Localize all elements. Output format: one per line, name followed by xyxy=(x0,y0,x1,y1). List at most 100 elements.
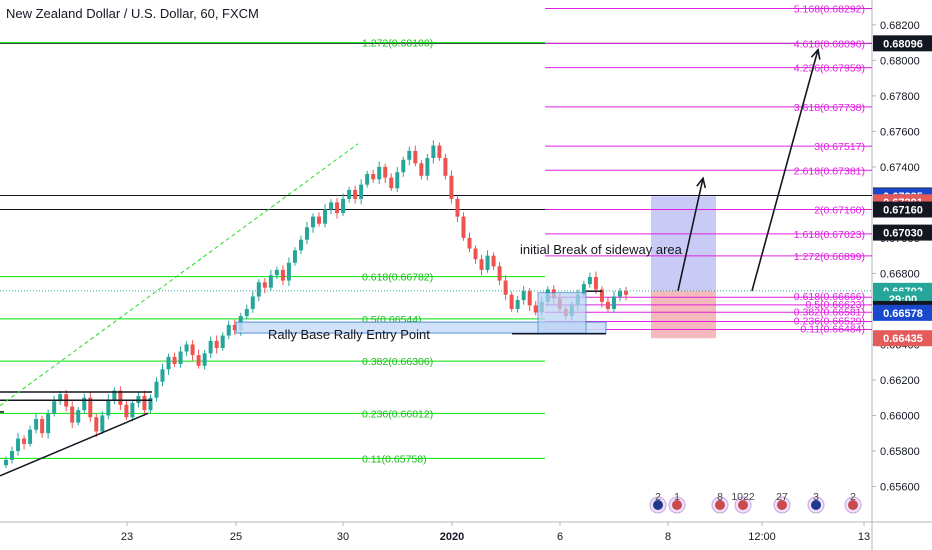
event-count-label: 1 xyxy=(674,491,680,503)
fib-magenta-label: 0.236(0.66529) xyxy=(794,316,865,328)
candle-body xyxy=(166,356,171,370)
candle-body xyxy=(521,291,526,301)
y-tick-label: 0.67400 xyxy=(880,162,920,174)
rally-base-zone[interactable] xyxy=(235,321,607,334)
annotation-break-sideway: initial Break of sideway area xyxy=(520,242,683,257)
candle-body xyxy=(274,269,279,276)
y-tick-label: 0.65800 xyxy=(880,446,920,458)
y-tick-label: 0.66800 xyxy=(880,268,920,280)
fib-magenta-label: 0.382(0.66581) xyxy=(794,306,865,318)
y-tick-label: 0.67600 xyxy=(880,126,920,138)
candle-body xyxy=(383,166,388,178)
price-badge xyxy=(873,201,932,218)
candle-body xyxy=(599,289,604,302)
candle-body xyxy=(190,344,195,356)
fib-green-label: 0.618(0.66782) xyxy=(362,272,433,284)
candle-body xyxy=(389,177,394,189)
candle-body xyxy=(262,282,267,288)
candle-body xyxy=(377,166,382,180)
candle-body xyxy=(58,394,63,402)
candle-body xyxy=(52,401,57,414)
flag-center-icon xyxy=(715,500,725,510)
flag-center-icon xyxy=(672,500,682,510)
candle-body xyxy=(256,282,261,297)
candle-body xyxy=(16,438,21,451)
price-badge xyxy=(873,35,932,52)
x-tick-label: 6 xyxy=(557,531,563,543)
candle-body xyxy=(581,284,586,295)
price-badge-label: 0.67030 xyxy=(883,228,923,240)
fib-magenta-label: 4.236(0.67959) xyxy=(794,63,865,75)
candle-body xyxy=(395,172,400,189)
long-position-stop-zone[interactable] xyxy=(651,290,716,339)
fib-magenta-label: 0.618(0.66666) xyxy=(794,291,865,303)
flag-center-icon xyxy=(653,500,663,510)
fib-magenta-label: 0.11(0.66484) xyxy=(800,324,865,336)
candle-body xyxy=(28,429,33,444)
event-count-label: 27 xyxy=(776,491,788,503)
x-tick-label: 25 xyxy=(230,531,242,543)
target-arrow-2-head[interactable] xyxy=(810,47,821,60)
candle-body xyxy=(365,174,370,185)
candle-body xyxy=(335,202,340,214)
candle-body xyxy=(419,163,424,176)
fib-magenta-label: 3(0.67517) xyxy=(814,141,865,153)
candle-body xyxy=(172,356,177,364)
fib-green-label: 0.11(0.65758) xyxy=(362,453,427,465)
candle-body xyxy=(605,301,610,309)
sideway-box[interactable] xyxy=(537,292,587,334)
fib-magenta-label: 5.168(0.68292) xyxy=(794,4,865,16)
candle-body xyxy=(341,198,346,214)
target-arrow-1-head[interactable] xyxy=(696,176,707,189)
candle-body xyxy=(208,340,213,354)
candle-body xyxy=(88,397,93,418)
flag-center-icon xyxy=(777,500,787,510)
candle-body xyxy=(304,227,309,240)
fib-magenta-label: 1.618(0.67023) xyxy=(794,229,865,241)
fib-magenta-label: 3.618(0.67738) xyxy=(794,102,865,114)
x-tick-label: 30 xyxy=(337,531,349,543)
y-tick-label: 0.68200 xyxy=(880,20,920,32)
candle-body xyxy=(431,145,436,159)
price-badge xyxy=(873,224,932,241)
candle-body xyxy=(124,404,129,418)
candle-body xyxy=(467,237,472,249)
candle-body xyxy=(310,216,315,228)
event-count-label: 1022 xyxy=(731,491,755,503)
candle-body xyxy=(317,216,322,224)
target-arrow-1[interactable] xyxy=(677,178,704,292)
candle-body xyxy=(250,296,255,309)
candle-body xyxy=(232,324,237,331)
x-tick-label: 13 xyxy=(858,531,870,543)
annotation-entry-point: Rally Base Rally Entry Point xyxy=(268,327,430,342)
fib-green-label: 1.272(0.68100) xyxy=(362,38,433,50)
candle-body xyxy=(292,250,297,263)
projection-dashed-line[interactable] xyxy=(0,143,359,407)
candle-body xyxy=(220,335,225,348)
y-tick-label: 0.65600 xyxy=(880,481,920,493)
flag-center-icon xyxy=(811,500,821,510)
x-tick-label: 2020 xyxy=(440,531,464,543)
candle-body xyxy=(329,202,334,210)
candle-body xyxy=(443,158,448,176)
fib-magenta-label: 1.272(0.66899) xyxy=(794,251,865,263)
long-position-target-zone[interactable] xyxy=(651,196,716,291)
candle-body xyxy=(401,159,406,173)
price-badge xyxy=(873,330,932,347)
trendline-lower[interactable] xyxy=(0,412,149,477)
candle-body xyxy=(154,381,159,398)
candle-body xyxy=(353,189,358,199)
candle-body xyxy=(94,417,99,432)
fib-magenta-label: 4.618(0.68096) xyxy=(794,38,865,50)
candle-body xyxy=(461,216,466,238)
candle-body xyxy=(407,150,412,160)
y-tick-label: 0.67800 xyxy=(880,91,920,103)
candle-body xyxy=(202,353,207,366)
candle-body xyxy=(624,291,628,295)
target-arrow-2[interactable] xyxy=(751,49,819,292)
x-tick-label: 8 xyxy=(665,531,671,543)
candle-body xyxy=(268,275,273,288)
candle-body xyxy=(4,459,8,466)
